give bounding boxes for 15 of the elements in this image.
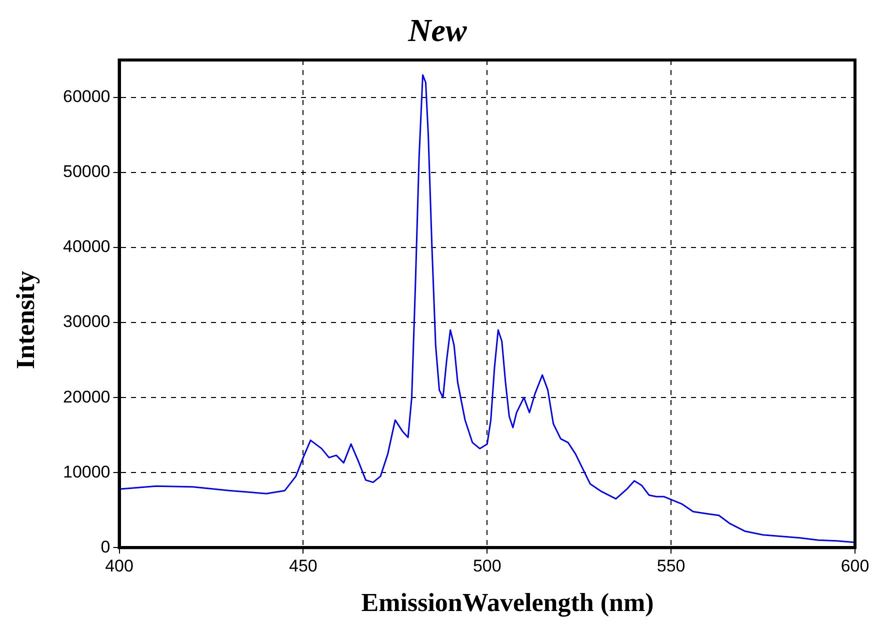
x-tick-label: 600 bbox=[840, 556, 870, 576]
y-tick-label: 30000 bbox=[62, 312, 110, 332]
y-tick-label: 0 bbox=[100, 537, 110, 556]
x-tick-label: 450 bbox=[289, 556, 318, 576]
y-tick-label: 20000 bbox=[62, 387, 110, 406]
y-axis-title: Intensity bbox=[11, 270, 41, 370]
chart-title: New bbox=[406, 12, 468, 49]
x-tick-label: 400 bbox=[105, 556, 134, 576]
y-tick-label: 50000 bbox=[62, 162, 110, 182]
x-tick-label: 550 bbox=[656, 556, 686, 576]
y-tick-label: 10000 bbox=[62, 462, 110, 482]
y-tick-label: 60000 bbox=[62, 87, 110, 106]
x-axis-title: EmissionWavelength (nm) bbox=[360, 588, 655, 618]
y-tick-label: 40000 bbox=[62, 237, 110, 256]
x-tick-label: 500 bbox=[472, 556, 502, 576]
